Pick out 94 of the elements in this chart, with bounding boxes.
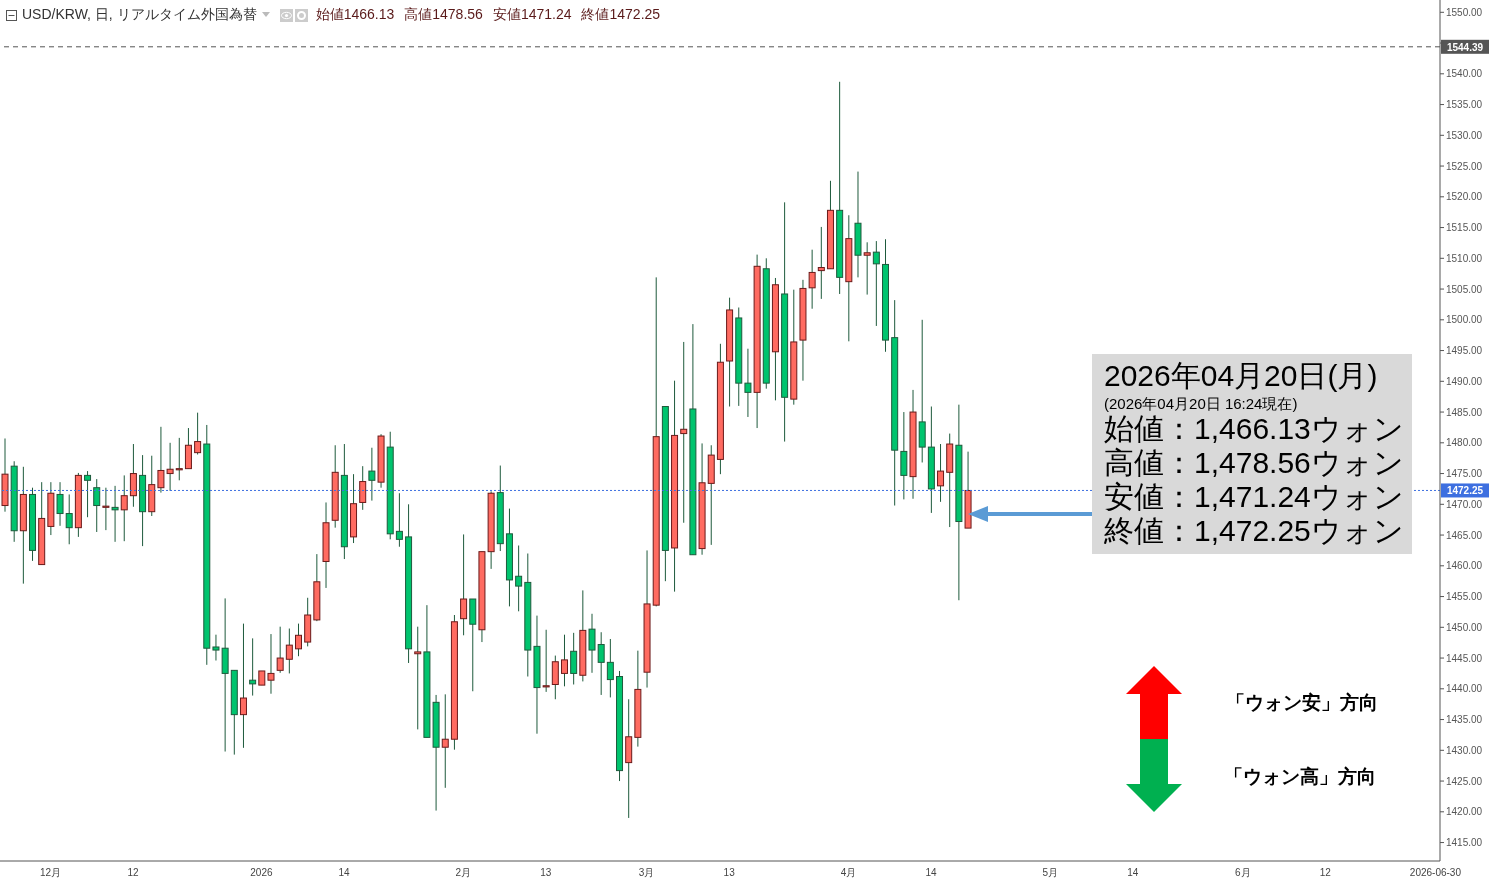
ref-line-label: 1544.39 bbox=[1446, 41, 1484, 53]
y-tick-label: 1415.00 bbox=[1446, 837, 1483, 849]
x-tick-label: 13 bbox=[540, 867, 552, 879]
y-tick-label: 1505.00 bbox=[1446, 283, 1483, 295]
candlestick bbox=[267, 633, 275, 695]
x-tick-label: 2026-06-30 bbox=[1409, 867, 1462, 879]
y-tick-label: 1440.00 bbox=[1446, 683, 1483, 695]
candlestick bbox=[441, 693, 449, 789]
y-tick-label: 1495.00 bbox=[1446, 345, 1483, 357]
candlestick bbox=[194, 412, 202, 455]
annotation: (2026年04月20日 16:24現在) bbox=[1104, 395, 1299, 412]
y-tick-label: 1500.00 bbox=[1446, 314, 1483, 326]
candlestick bbox=[551, 655, 559, 700]
candlestick bbox=[111, 485, 119, 543]
candlestick bbox=[414, 626, 422, 730]
y-tick-label: 1480.00 bbox=[1446, 437, 1483, 449]
annotation: 終値1472.25 bbox=[581, 6, 661, 24]
y-tick-label: 1460.00 bbox=[1446, 560, 1483, 572]
candlestick bbox=[295, 623, 302, 657]
candlestick bbox=[175, 437, 183, 481]
x-tick-label: 4月 bbox=[840, 867, 857, 879]
annotation: 始値1466.13 bbox=[315, 6, 395, 24]
candlestick bbox=[872, 240, 880, 327]
candlestick bbox=[285, 628, 293, 674]
candlestick bbox=[239, 623, 247, 749]
annotation: 高値：1,478.56ウォン bbox=[1104, 446, 1405, 480]
candlestick bbox=[900, 411, 908, 500]
y-tick-label: 1525.00 bbox=[1446, 160, 1483, 172]
candlestick bbox=[395, 492, 403, 548]
annotation: 高値1478.56 bbox=[404, 6, 483, 24]
y-tick-label: 1450.00 bbox=[1446, 621, 1483, 633]
candlestick bbox=[93, 478, 101, 533]
candlestick bbox=[606, 638, 614, 698]
ref-line-label: 1472.25 bbox=[1446, 485, 1484, 497]
candlestick bbox=[65, 493, 73, 545]
candlestick bbox=[368, 447, 376, 502]
candlestick bbox=[560, 634, 568, 687]
annotation: 2026年04月20日(月) bbox=[1104, 358, 1379, 394]
x-tick-label: 12 bbox=[127, 867, 139, 879]
y-tick-label: 1455.00 bbox=[1446, 591, 1483, 603]
candlestick bbox=[249, 637, 257, 697]
x-tick-label: 13 bbox=[723, 867, 736, 879]
x-tick-label: 5月 bbox=[1042, 867, 1058, 879]
y-tick-label: 1475.00 bbox=[1446, 468, 1483, 480]
annotation: 始値：1,466.13ウォン bbox=[1104, 412, 1405, 446]
y-tick-label: 1515.00 bbox=[1446, 222, 1483, 234]
y-tick-label: 1420.00 bbox=[1446, 806, 1483, 818]
candlestick bbox=[359, 465, 367, 511]
x-tick-label: 12月 bbox=[39, 867, 62, 879]
y-tick-label: 1430.00 bbox=[1446, 744, 1483, 756]
annotation: 「ウォン高」方向 bbox=[1224, 765, 1376, 789]
candlestick bbox=[597, 631, 605, 696]
y-tick-label: 1520.00 bbox=[1446, 191, 1483, 203]
candlestick bbox=[808, 249, 816, 310]
candlestick bbox=[680, 341, 688, 524]
chart-title: USD/KRW, 日, リアルタイム外国為替 bbox=[22, 6, 257, 24]
x-tick-label: 14 bbox=[338, 867, 350, 879]
candlestick bbox=[276, 626, 284, 674]
y-tick-label: 1485.00 bbox=[1446, 406, 1483, 418]
candlestick bbox=[817, 226, 825, 300]
candlestick bbox=[863, 241, 871, 296]
candlestick bbox=[570, 632, 578, 685]
candlestick bbox=[129, 443, 137, 508]
candlestick bbox=[515, 545, 523, 612]
annotation: 安値：1,471.24ウォン bbox=[1104, 480, 1405, 514]
candlestick bbox=[744, 348, 752, 418]
candlestick bbox=[937, 443, 945, 503]
y-tick-label: 1535.00 bbox=[1446, 99, 1483, 111]
y-tick-label: 1465.00 bbox=[1446, 529, 1483, 541]
x-tick-label: 2026 bbox=[250, 867, 273, 879]
y-tick-label: 1550.00 bbox=[1446, 6, 1483, 18]
candlestick bbox=[84, 470, 92, 518]
annotation: 「ウォン安」方向 bbox=[1226, 691, 1378, 715]
y-tick-label: 1530.00 bbox=[1446, 129, 1483, 141]
x-tick-label: 12 bbox=[1319, 867, 1332, 879]
y-tick-label: 1490.00 bbox=[1446, 375, 1483, 387]
candlestick bbox=[588, 613, 596, 674]
y-tick-label: 1425.00 bbox=[1446, 775, 1483, 787]
x-tick-label: 2月 bbox=[455, 867, 471, 879]
candlestick bbox=[56, 481, 64, 527]
x-tick-label: 3月 bbox=[638, 867, 655, 879]
y-tick-label: 1510.00 bbox=[1446, 252, 1483, 264]
candlestick bbox=[460, 533, 468, 636]
x-tick-label: 14 bbox=[1127, 867, 1139, 879]
y-tick-label: 1445.00 bbox=[1446, 652, 1483, 664]
y-tick-label: 1435.00 bbox=[1446, 714, 1483, 726]
candlestick bbox=[120, 474, 128, 542]
candlestick bbox=[184, 427, 192, 470]
y-tick-label: 1540.00 bbox=[1446, 68, 1483, 80]
y-tick-label: 1470.00 bbox=[1446, 498, 1483, 510]
annotation: 安値1471.24 bbox=[492, 6, 572, 24]
x-tick-label: 14 bbox=[925, 867, 937, 879]
x-tick-label: 6月 bbox=[1235, 867, 1251, 879]
annotation: 終値：1,472.25ウォン bbox=[1104, 514, 1405, 548]
